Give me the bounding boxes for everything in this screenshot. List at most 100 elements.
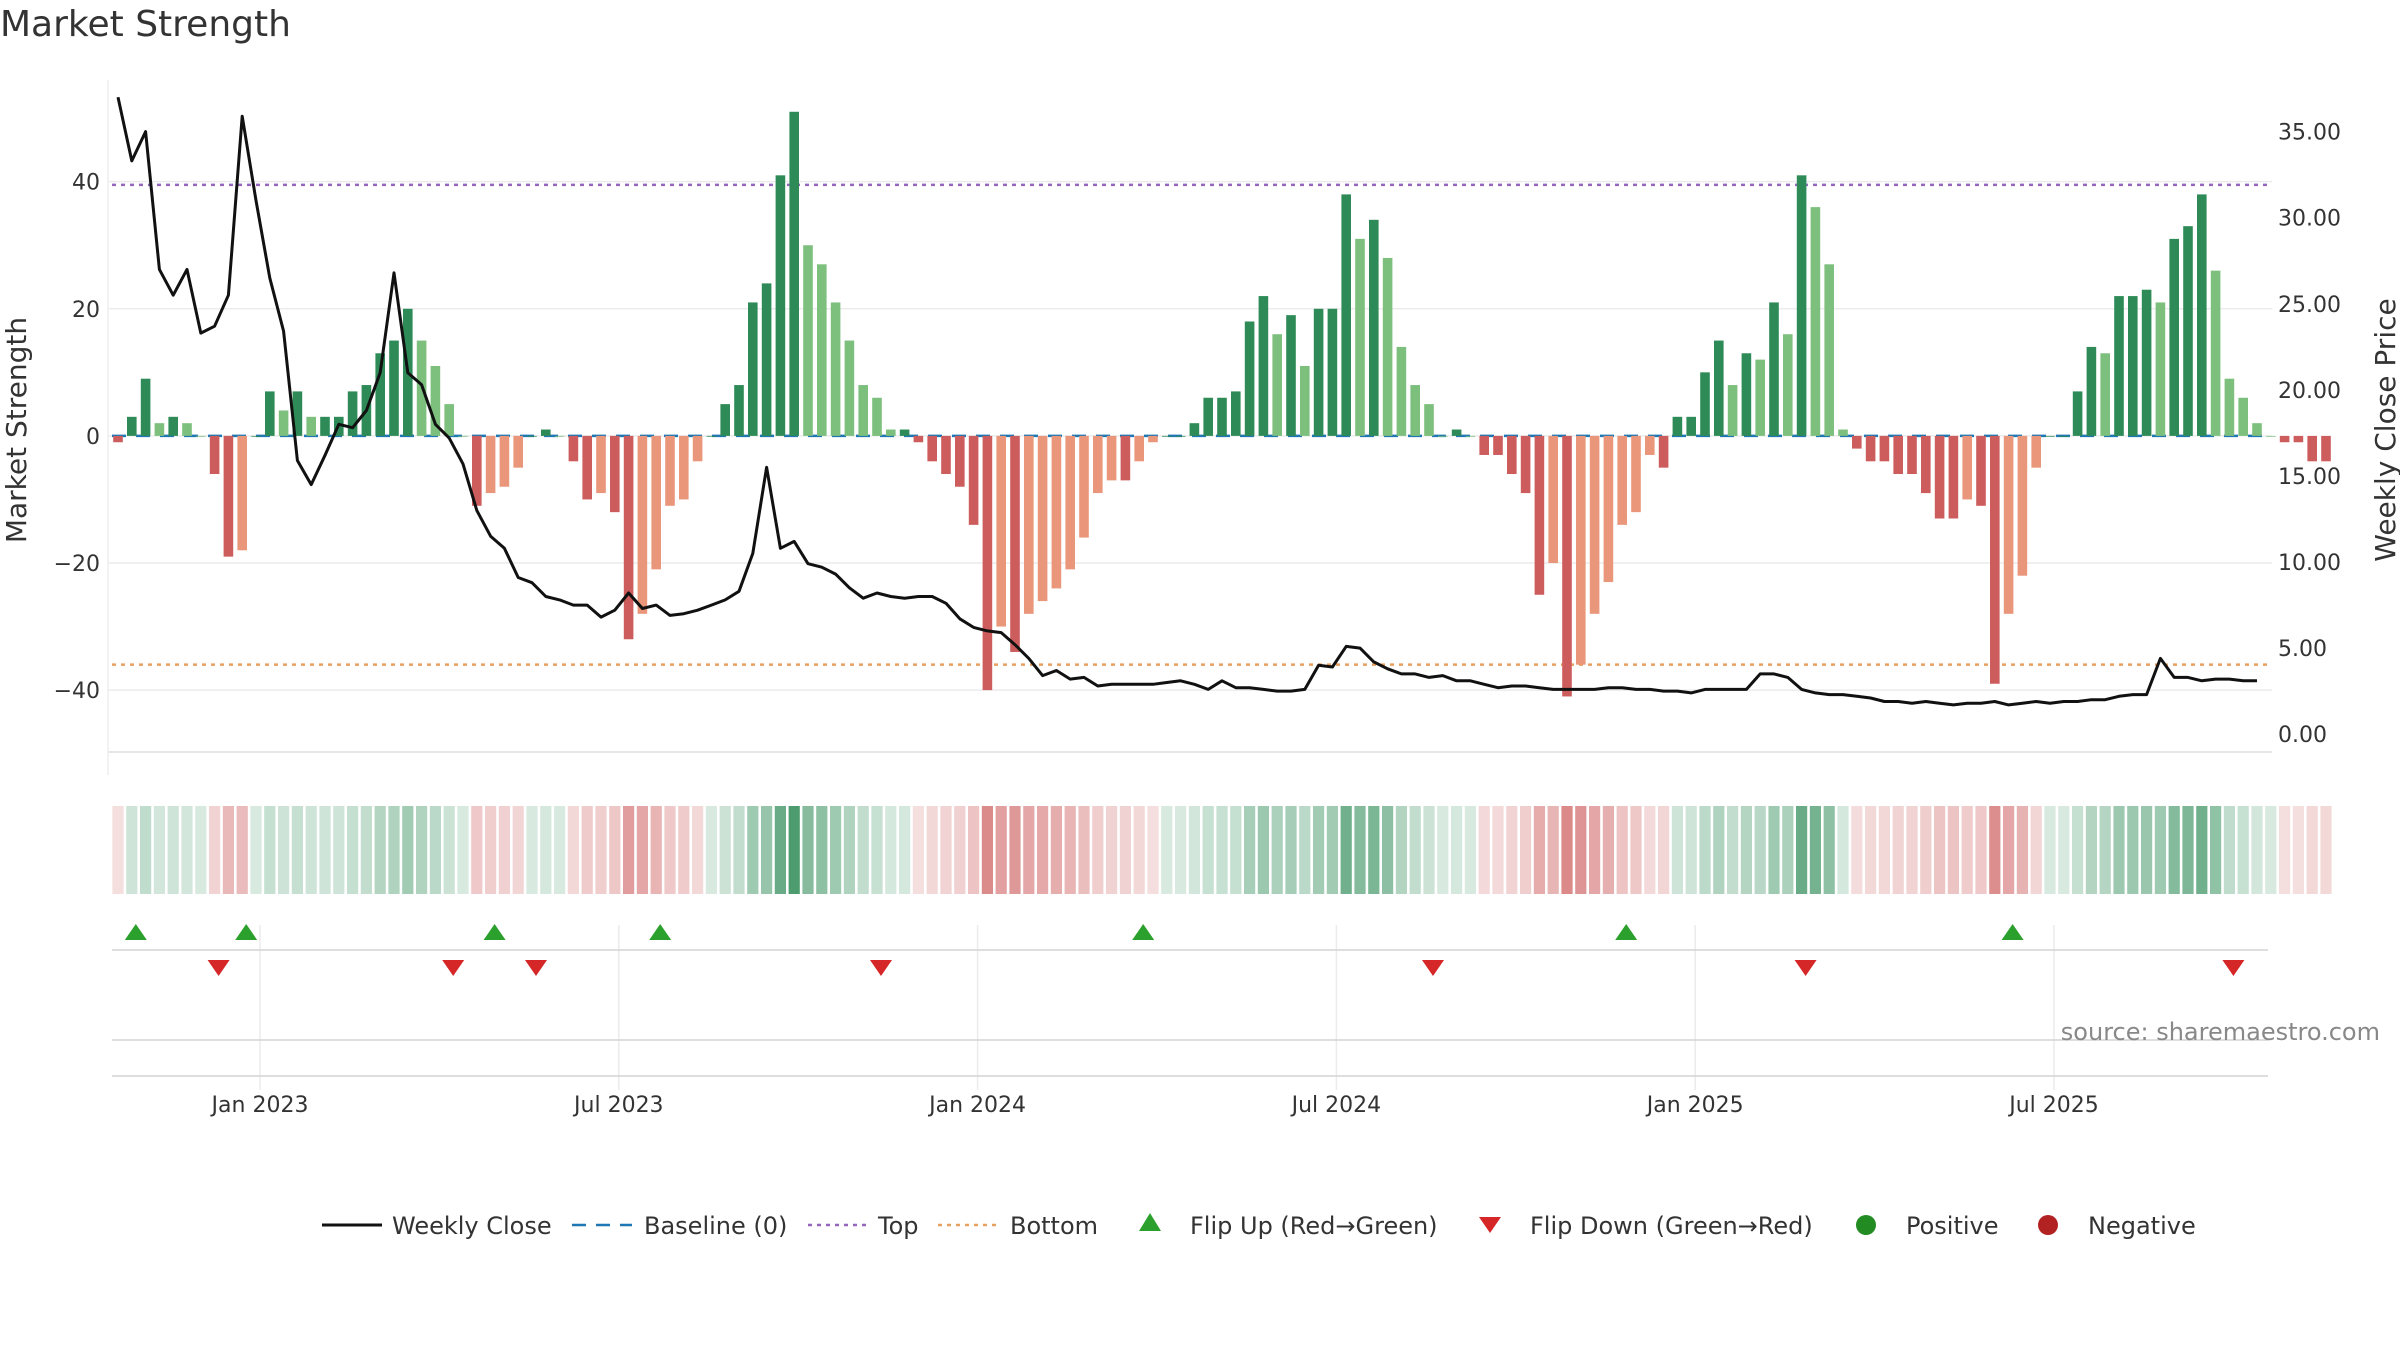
strength-bar: [1396, 346, 1407, 436]
heat-cell: [705, 806, 717, 894]
strength-bar: [1479, 435, 1489, 455]
strength-bar: [1300, 365, 1310, 436]
legend-label: Negative: [2088, 1212, 2196, 1240]
heat-cell: [2113, 806, 2125, 894]
strength-bar: [554, 435, 565, 437]
strength-bar: [1051, 435, 1062, 589]
heat-cell: [471, 806, 483, 894]
grid-lines: [107, 80, 2272, 1090]
strength-bar: [637, 435, 648, 614]
strength-bar: [1520, 435, 1531, 494]
strength-bar: [1093, 435, 1103, 494]
heat-cell: [774, 806, 786, 894]
heat-cell: [554, 806, 566, 894]
heat-cell: [1920, 806, 1932, 894]
heat-cell: [954, 806, 966, 894]
heat-cell: [1961, 806, 1973, 894]
heat-cell: [1326, 806, 1338, 894]
heat-cell: [940, 806, 952, 894]
heat-cell: [1492, 806, 1504, 894]
strength-bar: [541, 429, 551, 436]
x-tick: Jan 2024: [927, 1093, 1026, 1118]
heat-cell: [1175, 806, 1187, 894]
strength-bar: [568, 435, 579, 462]
strength-bar: [2155, 302, 2166, 436]
heat-cell: [2003, 806, 2015, 894]
strength-bar: [1865, 435, 1876, 462]
flip-up-marker: [483, 924, 506, 940]
strength-bar: [1631, 435, 1641, 513]
strength-bar: [1589, 435, 1600, 614]
legend-label: Flip Up (Red→Green): [1190, 1212, 1438, 1240]
heat-cell: [2223, 806, 2235, 894]
heat-cell: [443, 806, 455, 894]
strength-bar: [485, 435, 496, 494]
heat-cell: [623, 806, 635, 894]
heat-cell: [112, 806, 124, 894]
heat-cell: [1533, 806, 1545, 894]
flip-down-marker: [525, 960, 547, 976]
heat-cell: [2279, 806, 2291, 894]
strength-bar: [2293, 435, 2304, 443]
heat-cell: [2210, 806, 2222, 894]
legend-item: Flip Up (Red→Green): [1139, 1212, 1438, 1240]
strength-bar: [1769, 302, 1779, 436]
strength-bar: [899, 429, 910, 436]
strength-bar: [858, 385, 868, 436]
heat-cell: [2251, 806, 2263, 894]
heat-cell: [2099, 806, 2111, 894]
strength-bar: [830, 302, 841, 436]
strength-bar: [154, 423, 165, 436]
strength-bar: [265, 391, 275, 436]
flip-down-marker: [1794, 960, 1817, 976]
heat-cell: [1906, 806, 1918, 894]
heat-cell: [2237, 806, 2249, 894]
heat-cell: [2058, 806, 2070, 894]
heat-cell: [1837, 806, 1849, 894]
strength-bar: [1120, 435, 1131, 481]
heat-cell: [1464, 806, 1476, 894]
strength-bar: [140, 378, 151, 436]
strength-bar: [1603, 435, 1614, 583]
strength-bar: [1948, 435, 1959, 519]
strength-bar: [996, 435, 1006, 627]
strength-bar: [1217, 397, 1227, 436]
flip-up-marker: [649, 924, 672, 940]
heat-cell: [1244, 806, 1256, 894]
flip-down-marker: [207, 960, 230, 976]
strength-bar: [306, 416, 316, 436]
strength-bar: [1424, 404, 1434, 436]
heat-cell: [1865, 806, 1877, 894]
strength-bar: [196, 435, 206, 437]
heat-cell: [1754, 806, 1766, 894]
strength-bar: [692, 435, 703, 462]
strength-bar: [955, 435, 965, 487]
strength-bar: [1438, 435, 1448, 437]
heat-cell: [899, 806, 911, 894]
heat-cell: [1161, 806, 1173, 894]
strength-bar: [113, 435, 123, 443]
heat-cell: [1023, 806, 1035, 894]
x-tick: Jan 2025: [1645, 1093, 1744, 1118]
heat-cell: [595, 806, 607, 894]
heat-cell: [1009, 806, 1021, 894]
strength-bar: [2266, 435, 2276, 437]
y-tick-left: −20: [54, 552, 100, 577]
heat-cell: [374, 806, 386, 894]
strength-bar: [278, 410, 289, 436]
strength-bar: [1079, 435, 1089, 538]
strength-bar: [720, 404, 730, 436]
heat-cell: [140, 806, 152, 894]
heat-cell: [912, 806, 924, 894]
legend-item: Flip Down (Green→Red): [1479, 1212, 1813, 1240]
heat-cell: [1975, 806, 1987, 894]
strength-bar: [941, 435, 951, 475]
strength-bar: [1934, 435, 1945, 519]
strength-bar: [1451, 429, 1462, 436]
strength-bar: [320, 416, 330, 436]
heat-cell: [636, 806, 648, 894]
heat-cell: [968, 806, 980, 894]
legend-label: Baseline (0): [644, 1212, 787, 1240]
heat-cell: [1658, 806, 1670, 894]
heat-cell: [1050, 806, 1062, 894]
